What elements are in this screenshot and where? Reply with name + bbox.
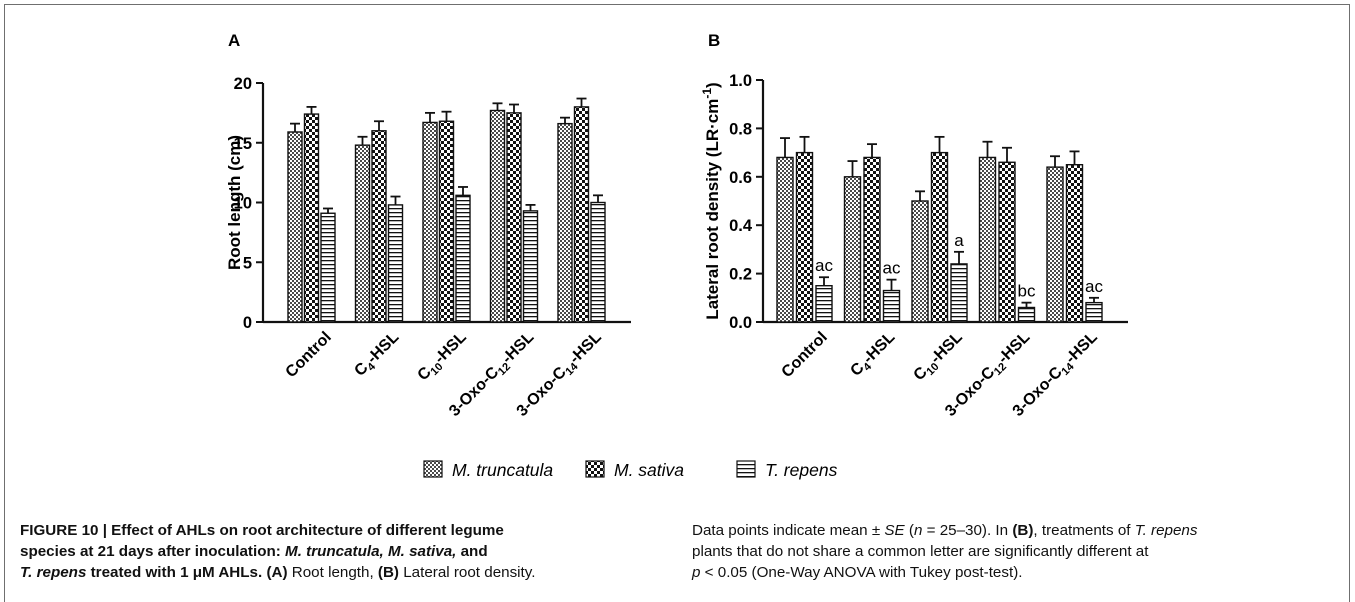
panel-a-bar <box>320 212 336 323</box>
panel-b-y-tick-label: 0.6 <box>729 169 752 187</box>
panel-b-bar <box>978 156 997 323</box>
panel-a-y-tick-label: 5 <box>243 254 252 272</box>
panel-b-bar <box>930 151 949 323</box>
legend-swatch-m-truncatula <box>423 460 443 478</box>
panel-b-significance-letter: ac <box>815 256 833 275</box>
panel-a-bar <box>557 122 573 323</box>
panel-b-chart: 0.0 0.2 0.4 0.6 0.8 1.0 Lateral root density (… <box>700 72 1128 420</box>
caption-right: Data points indicate mean ± SE (n = 25–3… <box>692 520 1352 583</box>
panel-a-category-part: -HSL <box>431 329 470 368</box>
panel-a-bar <box>371 130 387 323</box>
panel-b-bar <box>795 151 814 323</box>
panel-a-category-part: -HSL <box>566 329 605 368</box>
panel-a-category-label: Control <box>283 329 335 381</box>
panel-a-bar <box>489 109 506 323</box>
panel-b-bar <box>1085 301 1103 323</box>
panel-b-significance-letter: a <box>954 231 964 250</box>
caption-left-line-2: species at 21 days after inoculation: M.… <box>20 543 488 560</box>
panel-b-category-part: -HSL <box>927 329 966 368</box>
panel-a-y-label: Root length (cm) <box>225 135 244 270</box>
panel-a-category-part: 3-Oxo-C <box>446 364 502 420</box>
panel-b-category-label: C10-HSL <box>911 329 969 387</box>
panel-b-significance-letter: ac <box>883 259 901 278</box>
panel-a-y-tick-label: 10 <box>234 195 252 213</box>
panel-a-bar <box>522 210 539 323</box>
panel-b-y-tick-label: 0.4 <box>729 217 753 235</box>
panel-b-bar <box>1017 306 1036 323</box>
panel-b-y-tick-label: 0.2 <box>729 266 752 284</box>
panel-b-y-tick-label: 0.8 <box>729 120 752 138</box>
panel-a-bar <box>287 131 303 323</box>
figure-frame <box>4 4 1350 602</box>
legend-label-m-truncatula: M. truncatula <box>452 460 553 480</box>
panel-b-category-part: 3-Oxo-C <box>942 364 998 420</box>
panel-b-category-part: -HSL <box>860 329 899 368</box>
panel-b-bar <box>815 285 833 323</box>
panel-b-category-part: 3-Oxo-C <box>1010 364 1066 420</box>
panel-a-bar <box>455 194 471 323</box>
panel-a-bar <box>387 204 404 323</box>
panel-b-bar <box>843 176 862 323</box>
panel-a-bar <box>573 106 590 323</box>
panel-a-letter: A <box>228 31 240 50</box>
panel-a-category-part: -HSL <box>499 329 538 368</box>
panel-b-bar <box>863 156 881 323</box>
legend-swatch-m-sativa <box>585 460 605 478</box>
panel-b-bar <box>882 289 901 323</box>
panel-b-y-label-sup: -1 <box>700 88 714 99</box>
panel-a-category-label: C10-HSL <box>415 329 473 387</box>
panel-b-category-label: Control <box>779 329 831 381</box>
panel-b-category-part: -HSL <box>995 329 1034 368</box>
caption-right-line-3: p < 0.05 (One-Way ANOVA with Tukey post-… <box>692 564 1023 581</box>
panel-b-bar <box>998 161 1016 323</box>
panel-b-bar <box>1065 163 1084 323</box>
panel-a-bar <box>438 120 455 323</box>
caption-left-line-1: FIGURE 10 | Effect of AHLs on root archi… <box>20 522 504 539</box>
panel-b-letter: B <box>708 31 720 50</box>
panel-a-bar <box>303 113 320 323</box>
legend-swatch-t-repens <box>736 460 756 478</box>
panel-b-bar <box>776 156 794 323</box>
panel-a-category-part: 3-Oxo-C <box>514 364 570 420</box>
legend: M. truncatula M. sativa T. repens <box>423 460 838 480</box>
panel-a-bar <box>590 201 606 323</box>
caption-right-line-1: Data points indicate mean ± SE (n = 25–3… <box>692 522 1198 539</box>
panel-b-bar <box>1046 166 1064 323</box>
legend-label-t-repens: T. repens <box>765 460 838 480</box>
panel-a-y-tick-label: 20 <box>234 75 252 93</box>
panel-b-significance-letter: ac <box>1085 277 1103 296</box>
panel-b-bar <box>950 263 968 323</box>
panel-b-y-label-end: ) <box>703 82 722 88</box>
panel-a-y-tick-label: 15 <box>234 135 252 153</box>
panel-a-category-label: C4-HSL <box>351 329 404 382</box>
panel-b-category-part: -HSL <box>1062 329 1101 368</box>
caption-left-line-3: T. repens treated with 1 μM AHLs. (A) Ro… <box>20 564 536 581</box>
panel-a-chart: 0 5 10 15 20 Root length (cm) Control C4-HSLC10… <box>225 75 631 420</box>
panel-a-category-part: -HSL <box>364 329 403 368</box>
legend-label-m-sativa: M. sativa <box>614 460 684 480</box>
panel-a-bar <box>506 112 522 323</box>
caption-left: FIGURE 10 | Effect of AHLs on root archi… <box>20 520 690 583</box>
panel-b-y-label: Lateral root density (LR·cm-1) <box>700 82 722 319</box>
panel-a-bar <box>354 144 371 323</box>
panel-b-significance-letter: bc <box>1018 282 1036 301</box>
panel-b-y-tick-label: 1.0 <box>729 72 752 90</box>
caption-right-line-2: plants that do not share a common letter… <box>692 543 1149 560</box>
panel-b-bar <box>911 200 929 323</box>
panel-a-y-tick-label: 0 <box>243 314 252 332</box>
panel-a-bar <box>422 121 438 323</box>
panel-b-y-tick-label: 0.0 <box>729 314 752 332</box>
panel-b-category-label: C4-HSL <box>847 329 900 382</box>
